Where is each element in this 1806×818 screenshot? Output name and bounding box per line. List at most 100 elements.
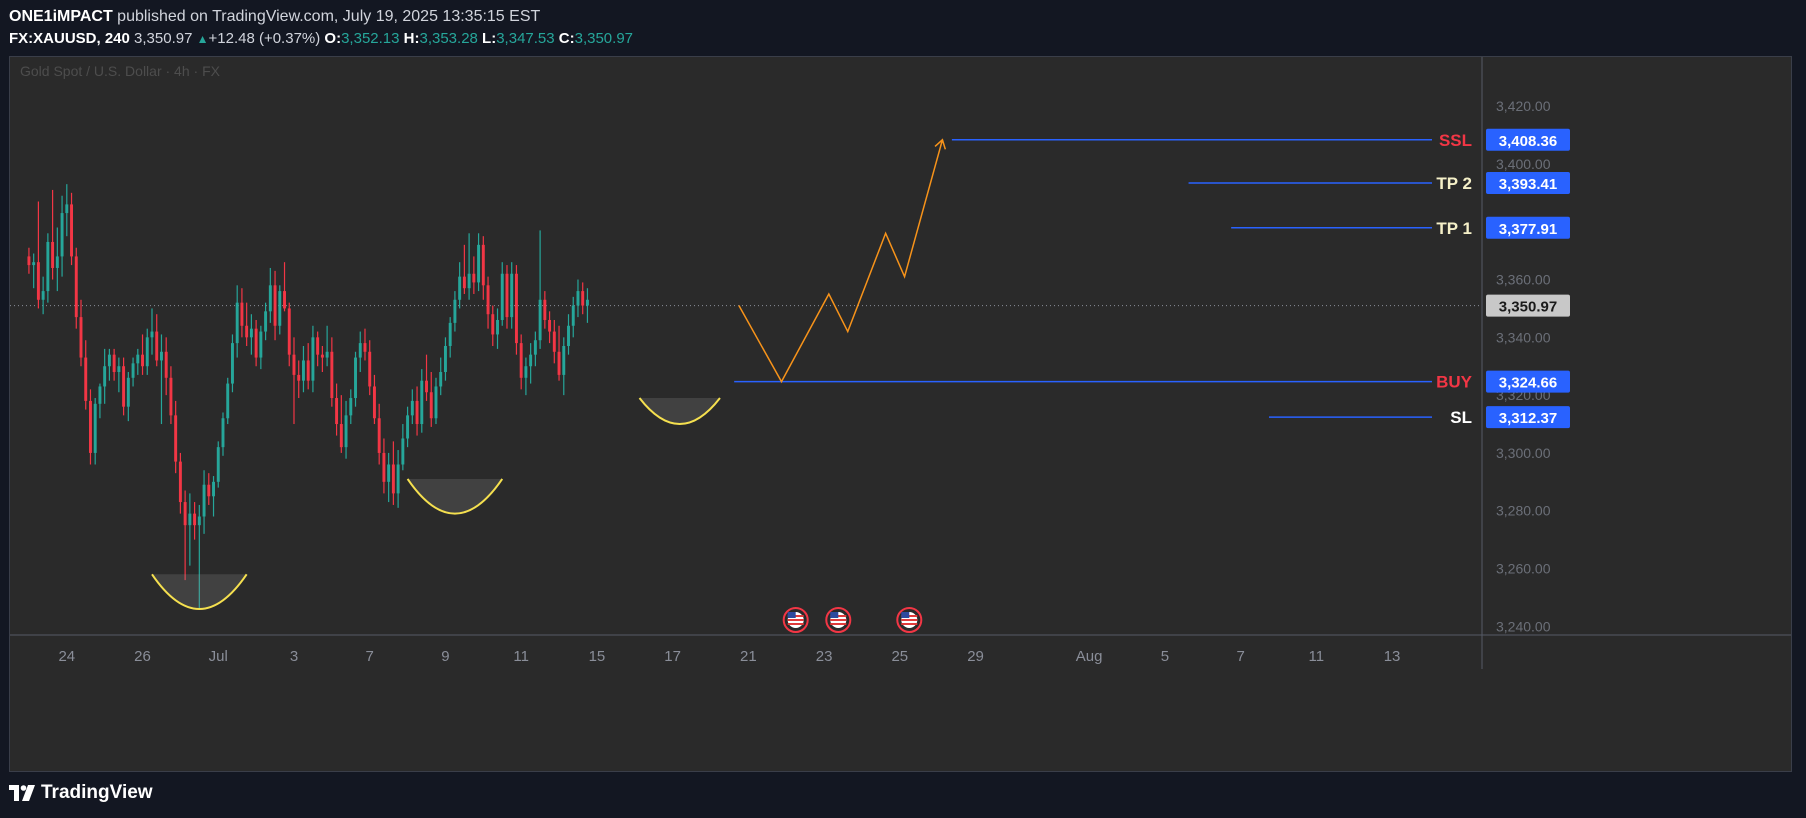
low-label: L: — [482, 30, 497, 47]
candle-body — [396, 464, 400, 494]
publish-info: ONE1iMPACT published on TradingView.com,… — [9, 8, 540, 26]
candle-body — [330, 351, 334, 399]
candle-body — [159, 351, 163, 361]
chart-area[interactable]: Gold Spot / U.S. Dollar · 4h · FX SSL TP … — [9, 56, 1792, 772]
candle-body — [178, 461, 182, 503]
level-label-buy: BUY — [1436, 373, 1473, 392]
candle-body — [349, 398, 353, 416]
levels-layer: SSL TP 2 TP 1 BUY SL — [734, 131, 1473, 427]
candle-body — [254, 328, 258, 358]
candle-body — [122, 366, 126, 407]
candle-body — [240, 302, 244, 326]
projection-path — [738, 139, 944, 384]
candle-body — [306, 360, 310, 381]
x-tick-label: 7 — [366, 648, 374, 665]
candle-body — [287, 308, 291, 355]
badge-background — [1486, 294, 1570, 317]
candle-body — [335, 398, 339, 425]
y-tick-label: 3,360.00 — [1496, 272, 1551, 288]
candle-body — [481, 244, 485, 286]
x-tick-label: Jul — [209, 648, 228, 665]
candle-body — [46, 241, 50, 292]
candle-body — [458, 276, 462, 300]
candle-body — [387, 464, 391, 482]
price-chart[interactable]: Gold Spot / U.S. Dollar · 4h · FX SSL TP … — [10, 57, 1791, 771]
candle-body — [382, 452, 386, 482]
projection-arrowhead — [934, 138, 947, 150]
level-label-sl: SL — [1450, 408, 1472, 427]
candle-body — [93, 403, 97, 453]
candle-body — [372, 386, 376, 419]
y-tick-label: 3,340.00 — [1496, 329, 1551, 345]
candle-body — [70, 204, 73, 257]
candle-body — [126, 377, 130, 407]
up-triangle-icon: ▲ — [196, 32, 209, 46]
candle-body — [571, 305, 575, 326]
candle-body — [339, 424, 343, 448]
candle-body — [548, 319, 552, 332]
x-tick-label: Aug — [1076, 648, 1103, 665]
candle-body — [193, 513, 197, 526]
candle-body — [60, 213, 64, 257]
candle-body — [301, 360, 305, 381]
x-tick-label: 25 — [891, 648, 908, 665]
y-tick-label: 3,280.00 — [1496, 503, 1551, 519]
badge-value: 3,350.97 — [1499, 299, 1557, 316]
pattern-arc — [151, 573, 248, 610]
close-value: 3,350.97 — [574, 30, 633, 47]
published-text: published on TradingView.com, July 19, 2… — [117, 8, 541, 25]
candle-body — [533, 340, 537, 355]
candle-body — [538, 299, 542, 341]
flag-stripe — [830, 623, 847, 625]
badge-background — [1486, 171, 1570, 194]
candle-body — [585, 299, 589, 306]
chart-header: ONE1iMPACT published on TradingView.com,… — [0, 0, 1806, 56]
us-flag-icon[interactable] — [896, 607, 923, 633]
candle-body — [505, 273, 509, 318]
x-tick-label: 21 — [740, 648, 757, 665]
grid-layer — [10, 57, 1791, 669]
candle-body — [410, 400, 414, 416]
candle-body — [98, 386, 102, 404]
x-tick-label: 29 — [967, 648, 984, 665]
x-tick-label: 11 — [513, 648, 529, 665]
x-tick-label: 7 — [1236, 648, 1244, 665]
candle-body — [55, 256, 59, 268]
flag-canton — [901, 612, 910, 618]
candle-body — [510, 273, 514, 318]
price-badge-tp1: 3,377.91 — [1486, 216, 1570, 239]
candle-body — [467, 273, 471, 289]
candle-body — [477, 244, 481, 283]
candle-body — [32, 262, 36, 266]
candle-body — [65, 204, 69, 214]
y-tick-label: 3,420.00 — [1496, 98, 1551, 114]
author-name[interactable]: ONE1iMPACT — [9, 8, 113, 25]
candle-body — [439, 372, 443, 387]
flag-stripe — [787, 623, 804, 625]
candle-body — [264, 311, 268, 332]
candle-body — [519, 343, 523, 378]
candle-body — [226, 383, 230, 419]
x-tick-label: 13 — [1384, 648, 1401, 665]
tradingview-logo[interactable]: TradingView — [9, 782, 153, 804]
candle-body — [491, 314, 495, 335]
x-tick-label: 3 — [290, 648, 298, 665]
candle-body — [311, 337, 315, 381]
time-axis[interactable]: 24 26 Jul 3 7 9 11 15 17 21 23 25 29 Aug 5 7 11 13 — [58, 648, 1400, 665]
candle-body — [136, 354, 140, 364]
candle-body — [117, 366, 121, 373]
us-flag-icon[interactable] — [825, 607, 852, 633]
x-tick-label: 9 — [441, 648, 449, 665]
candle-body — [344, 415, 348, 448]
candle-body — [278, 291, 282, 326]
candle-body — [169, 377, 173, 416]
high-value: 3,353.28 — [419, 30, 478, 47]
symbol-label[interactable]: FX:XAUUSD, 240 — [9, 30, 130, 47]
candle-body — [216, 447, 220, 482]
flag-stripe — [901, 623, 918, 625]
pattern-arc — [638, 397, 721, 425]
candle-body — [500, 273, 504, 320]
candle-body — [41, 291, 45, 300]
price-axis[interactable]: 3,420.003,400.003,380.003,360.003,340.00… — [1486, 98, 1570, 634]
us-flag-icon[interactable] — [782, 607, 809, 633]
